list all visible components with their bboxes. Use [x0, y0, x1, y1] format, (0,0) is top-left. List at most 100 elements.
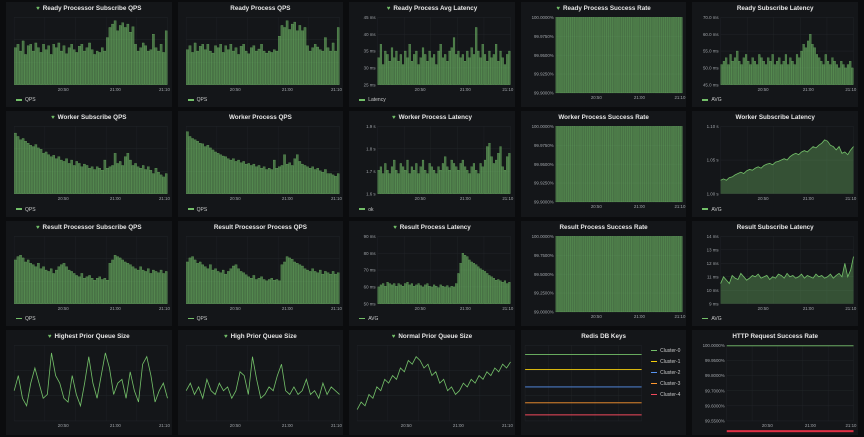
bar: [477, 266, 480, 304]
legend[interactable]: QPS: [16, 316, 36, 322]
panel-worker-process-qps[interactable]: 20:50 21:00 21:10 Worker Process QPS QPS: [177, 111, 344, 217]
bar: [149, 170, 153, 195]
panel-ready-processor-subscribe-qps[interactable]: 20:50 21:00 21:10 ♥ Ready Processor Subscrib…: [6, 2, 172, 108]
heart-icon: ♥: [51, 115, 55, 122]
panel-title[interactable]: ♥ Worker Process Latency: [349, 114, 515, 121]
bar: [141, 269, 145, 304]
panel-normal-prior-queue-size[interactable]: 20:50 21:00 21:10 ♥ Normal Prior Queue Size: [349, 329, 515, 435]
legend[interactable]: QPS: [187, 207, 207, 213]
panel-result-process-success-rate[interactable]: 100.0000% 99.7500% 99.5000% 99.2500% 99.0000…: [520, 220, 687, 326]
bar: [203, 146, 207, 195]
bar: [290, 23, 294, 85]
panel-ready-process-success-rate[interactable]: 100.0000% 99.9750% 99.9500% 99.9250% 99.9000…: [520, 2, 687, 108]
panel-title[interactable]: Result Processor Process QPS: [178, 224, 344, 231]
bar: [444, 156, 447, 195]
panel-title[interactable]: Worker Process QPS: [178, 114, 344, 121]
panel-result-process-latency[interactable]: 90 ms 80 ms 70 ms 60 ms 50 ms 20:50 21:00 21:10…: [349, 220, 515, 326]
bar: [473, 262, 476, 304]
legend[interactable]: QPS: [187, 97, 207, 103]
legend[interactable]: Cluster-0 Cluster-1 Cluster-2 Cluster-3 Clus…: [651, 348, 680, 403]
x-tick: 20:50: [591, 314, 603, 319]
bar: [98, 52, 101, 85]
bar: [557, 17, 560, 94]
legend[interactable]: Latency: [359, 97, 386, 103]
bar: [610, 126, 613, 203]
bar: [437, 50, 440, 85]
panel-title[interactable]: ♥ Ready Processor Subscribe QPS: [6, 5, 172, 12]
legend-item[interactable]: Cluster-0: [651, 348, 680, 354]
panel-title[interactable]: Result Process Success Rate: [521, 224, 687, 231]
x-tick: 21:00: [460, 305, 472, 310]
legend-item[interactable]: Cluster-4: [651, 392, 680, 398]
panel-title[interactable]: ♥ Ready Process Avg Latency: [349, 5, 515, 12]
bar: [124, 261, 127, 304]
legend[interactable]: AVG: [702, 207, 722, 213]
legend[interactable]: AVG: [359, 316, 378, 322]
panel-title[interactable]: ♥ Result Process Latency: [349, 224, 515, 231]
panel-title[interactable]: Ready Process QPS: [178, 5, 344, 12]
panel-highest-prior-queue-size[interactable]: 20:50 21:00 21:10 ♥ Highest Prior Queue Size: [6, 329, 172, 435]
bar: [642, 235, 645, 312]
bar: [555, 126, 558, 203]
bar: [568, 17, 571, 94]
bar: [585, 126, 588, 203]
panel-result-subscribe-latency[interactable]: 14 ms 13 ms 12 ms 11 ms 10 ms 9 ms 20:50 21:00 2…: [692, 220, 858, 326]
bar: [591, 17, 594, 94]
panel-title[interactable]: ♥ Worker Subscribe QPS: [6, 114, 172, 121]
bar: [566, 17, 569, 94]
panel-ready-process-avg-latency[interactable]: 45 ms 40 ms 35 ms 30 ms 25 ms 20:50 21:00 21:10…: [349, 2, 515, 108]
legend[interactable]: QPS: [16, 97, 36, 103]
bar: [572, 235, 575, 312]
panel-result-processor-subscribe-qps[interactable]: 20:50 21:00 21:10 ♥ Result Processor Subscri…: [6, 220, 172, 326]
panel-result-processor-process-qps[interactable]: 20:50 21:00 21:10 Result Processor Process …: [177, 220, 344, 326]
y-tick: 99.9000%: [534, 91, 554, 96]
bar: [185, 49, 189, 85]
bar: [497, 61, 500, 85]
legend-item[interactable]: Cluster-1: [651, 359, 680, 365]
legend[interactable]: AVG: [702, 316, 722, 322]
panel-title[interactable]: ♥ Highest Prior Queue Size: [6, 333, 172, 340]
bar: [305, 45, 309, 85]
legend[interactable]: AVG: [702, 97, 722, 103]
panel-title[interactable]: ♥ Normal Prior Queue Size: [349, 333, 515, 340]
x-tick: 21:00: [110, 196, 122, 201]
bar: [47, 45, 50, 85]
panel-worker-process-latency[interactable]: 1.9 s 1.8 s 1.7 s 1.6 s 20:50 21:00 21:10 ♥ Work…: [349, 111, 515, 217]
bar: [663, 235, 666, 312]
legend[interactable]: ok: [359, 207, 373, 213]
bar: [758, 54, 761, 85]
x-tick: 20:50: [758, 87, 770, 92]
panel-title[interactable]: Result Subscribe Latency: [692, 224, 858, 231]
panel-title[interactable]: Worker Process Success Rate: [521, 114, 687, 121]
panel-title[interactable]: ♥ Result Processor Subscribe QPS: [6, 224, 172, 231]
bar: [124, 27, 127, 85]
panel-ready-subscribe-latency[interactable]: 70.0 ms 60.0 ms 55.0 ms 50.0 ms 45.0 ms 20:50…: [692, 2, 858, 108]
legend-item[interactable]: Cluster-2: [651, 370, 680, 376]
panel-worker-subscribe-latency[interactable]: 1.10 s 1.05 s 1.00 s 20:50 21:00 21:10 Worker …: [692, 111, 858, 217]
panel-redis-db-keys[interactable]: Redis DB Keys Cluster-0 Cluster-1 Cluster-2…: [520, 329, 687, 435]
bar: [282, 154, 286, 195]
legend[interactable]: QPS: [16, 207, 36, 213]
bar: [32, 50, 35, 85]
panel-worker-subscribe-qps[interactable]: 20:50 21:00 21:10 ♥ Worker Subscribe QPS QPS: [6, 111, 172, 217]
chart-worker-process-success-rate: 100.0000% 99.9750% 99.9500% 99.9250% 99.9000…: [531, 124, 685, 209]
panel-title[interactable]: HTTP Request Success Rate: [692, 333, 858, 340]
bar: [597, 17, 600, 94]
panel-high-prior-queue-size[interactable]: 20:50 21:00 21:10 ♥ High Prior Queue Size: [177, 329, 344, 435]
panel-http-request-success-rate[interactable]: 100.0000% 99.9500% 99.8000% 99.7000% 99.6000…: [692, 329, 858, 435]
panel-title[interactable]: Redis DB Keys: [521, 333, 687, 340]
legend-item[interactable]: Cluster-3: [651, 381, 680, 387]
panel-ready-process-qps[interactable]: 20:50 21:00 21:10 Ready Process QPS QPS: [177, 2, 344, 108]
bar: [323, 37, 327, 85]
bar: [555, 17, 558, 94]
panel-title[interactable]: Worker Subscribe Latency: [692, 114, 858, 121]
panel-title[interactable]: Ready Subscribe Latency: [692, 5, 858, 12]
bar: [561, 235, 564, 312]
panel-title[interactable]: ♥ Ready Process Success Rate: [521, 5, 687, 12]
panel-worker-process-success-rate[interactable]: 100.0000% 99.9750% 99.9500% 99.9250% 99.9000…: [520, 111, 687, 217]
legend[interactable]: QPS: [187, 316, 207, 322]
bar: [650, 126, 653, 203]
panel-title[interactable]: ♥ High Prior Queue Size: [178, 333, 344, 340]
bar: [580, 17, 583, 94]
bar: [464, 61, 467, 85]
